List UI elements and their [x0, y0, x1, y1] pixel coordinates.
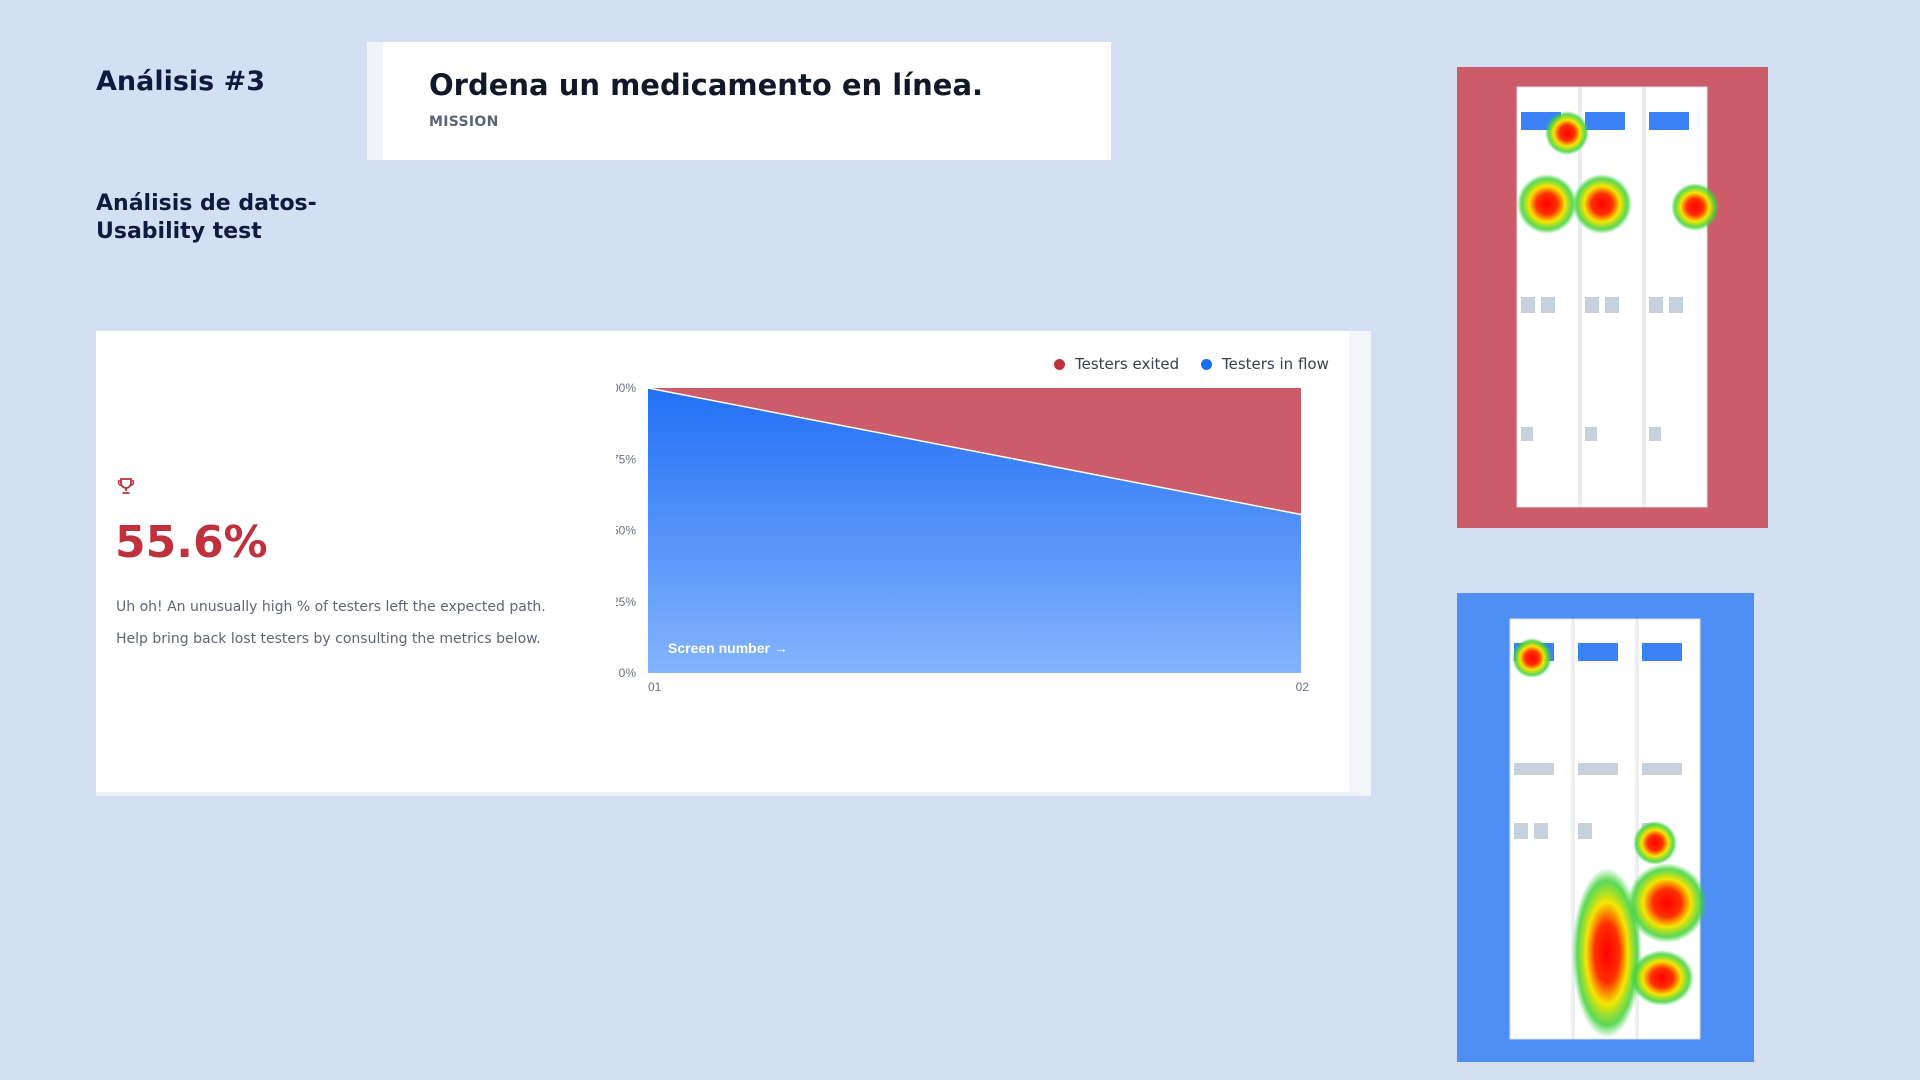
- x-axis-label: Screen number →: [668, 640, 788, 656]
- series-area-testers-in-flow: [648, 388, 1301, 673]
- funnel-area-chart: 100% 75% 50% 25% 0% 01 02 Screen number →: [616, 381, 1310, 694]
- page-subtitle: Análisis de datos- Usability test: [96, 190, 317, 246]
- heatmap-screen-01[interactable]: [1457, 67, 1768, 528]
- trophy-icon: [117, 478, 135, 494]
- legend-dot-in-flow: [1201, 358, 1212, 370]
- heatmap-image: [1516, 86, 1719, 508]
- y-tick-label: 75%: [616, 452, 636, 466]
- summary-line-1: Uh oh! An unusually high % of testers le…: [116, 599, 546, 615]
- y-tick-label: 0%: [619, 666, 637, 680]
- summary-line-2: Help bring back lost testers by consulti…: [116, 631, 541, 647]
- legend-dot-exited: [1054, 358, 1065, 370]
- x-tick-label: 01: [648, 680, 662, 694]
- subtitle-line-2: Usability test: [96, 219, 262, 244]
- legend-label-exited: Testers exited: [1075, 355, 1180, 373]
- page-title: Análisis #3: [96, 66, 266, 97]
- y-tick-label: 25%: [616, 595, 636, 609]
- heatmap-screen-02[interactable]: [1457, 593, 1754, 1062]
- x-tick-label: 02: [1296, 680, 1310, 694]
- results-card: 55.6% Uh oh! An unusually high % of test…: [96, 331, 1371, 796]
- series-line-testers-in-flow: [647, 387, 1302, 516]
- legend-label-in-flow: Testers in flow: [1222, 355, 1329, 373]
- mission-card: Ordena un medicamento en línea. MISSION: [367, 42, 1111, 160]
- y-tick-label: 50%: [616, 524, 636, 538]
- mission-label: MISSION: [429, 114, 499, 130]
- legend-item-in-flow[interactable]: Testers in flow: [1201, 355, 1329, 373]
- heatmap-image: [1509, 618, 1707, 1040]
- subtitle-line-1: Análisis de datos-: [96, 191, 317, 216]
- exit-rate-metric: 55.6%: [115, 517, 268, 568]
- legend-item-exited[interactable]: Testers exited: [1054, 355, 1179, 373]
- mission-title: Ordena un medicamento en línea.: [429, 68, 984, 102]
- y-tick-label: 100%: [616, 381, 636, 395]
